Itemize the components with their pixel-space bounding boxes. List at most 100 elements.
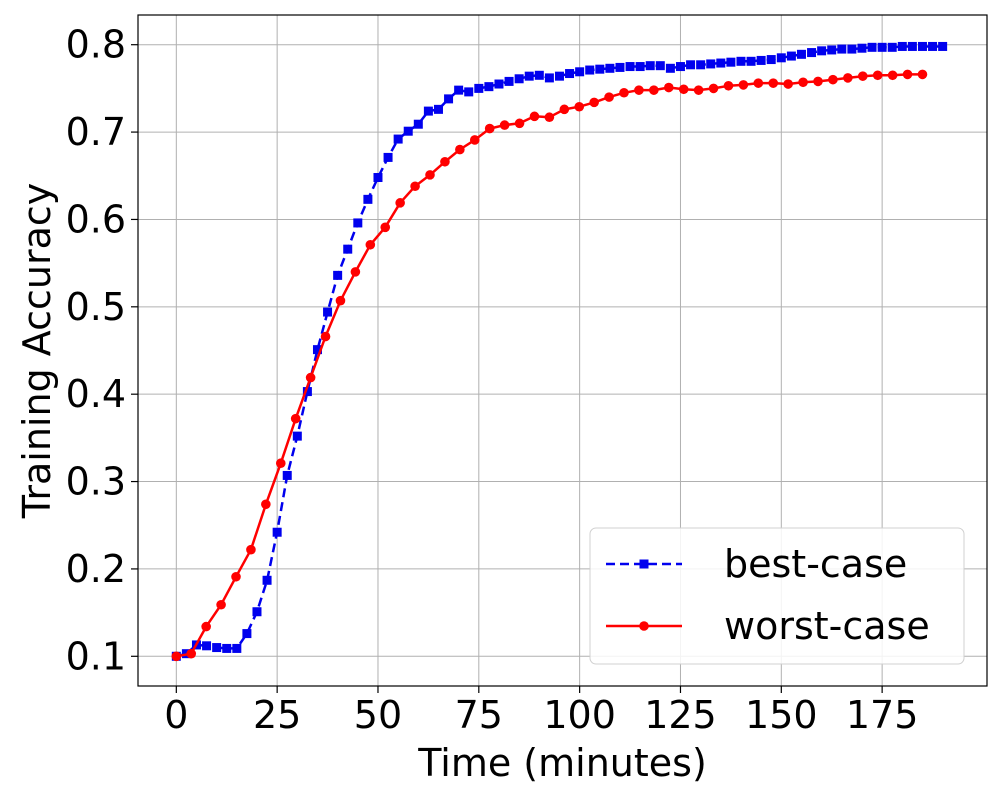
y-tick-label: 0.3 bbox=[66, 460, 126, 504]
worst-case-point bbox=[499, 120, 510, 130]
worst-case-point bbox=[693, 85, 704, 95]
worst-case-point bbox=[589, 97, 599, 108]
worst-case-point bbox=[872, 70, 883, 81]
best-case-point bbox=[857, 43, 867, 53]
worst-case-point bbox=[857, 71, 868, 81]
best-case-point bbox=[837, 44, 847, 54]
y-tick-label: 0.5 bbox=[66, 285, 126, 329]
grid bbox=[138, 15, 987, 686]
worst-case-point bbox=[738, 80, 749, 90]
worst-case-point bbox=[395, 198, 405, 208]
worst-case-point bbox=[365, 239, 376, 250]
x-axis-ticks: 0 25 50 75 100 125 150 175 bbox=[164, 686, 918, 737]
best-case-point bbox=[474, 83, 484, 93]
worst-case-point bbox=[216, 599, 226, 610]
worst-case-point bbox=[783, 79, 793, 89]
best-case-point bbox=[494, 79, 504, 89]
best-case-point bbox=[877, 42, 887, 52]
best-case-point bbox=[615, 62, 625, 72]
best-case-point bbox=[796, 49, 806, 59]
best-case-point bbox=[575, 67, 585, 77]
best-case-point bbox=[534, 70, 544, 80]
best-case-point bbox=[252, 607, 262, 617]
worst-case-point bbox=[604, 92, 614, 102]
y-axis-ticks: 0.1 0.2 0.3 0.4 0.5 0.6 0.7 0.8 bbox=[66, 23, 138, 678]
best-case-point bbox=[363, 194, 373, 204]
best-case-point bbox=[706, 59, 716, 69]
worst-case-point bbox=[559, 104, 570, 115]
best-case-point bbox=[776, 53, 786, 63]
best-case-point bbox=[847, 44, 857, 54]
worst-case-point bbox=[887, 70, 898, 81]
worst-case-point bbox=[440, 156, 450, 167]
best-case-point bbox=[323, 307, 333, 317]
best-case-point bbox=[635, 62, 645, 72]
legend-label: best-case bbox=[724, 542, 907, 586]
worst-case-point bbox=[574, 101, 585, 112]
best-case-point bbox=[655, 61, 665, 71]
worst-case-point bbox=[828, 74, 838, 85]
x-axis-label: Time (minutes) bbox=[417, 741, 707, 785]
worst-case-point bbox=[186, 648, 197, 659]
best-case-point bbox=[222, 643, 232, 653]
best-case-point bbox=[232, 643, 242, 653]
worst-case-point bbox=[813, 76, 823, 87]
y-tick-label: 0.6 bbox=[66, 197, 126, 241]
worst-case-point bbox=[425, 170, 435, 180]
best-case-point bbox=[786, 51, 796, 61]
worst-case-point bbox=[678, 84, 689, 95]
best-case-point bbox=[928, 41, 938, 51]
worst-case-point bbox=[320, 331, 331, 342]
best-case-point bbox=[736, 56, 746, 66]
best-case-point bbox=[464, 87, 474, 97]
x-tick-label: 100 bbox=[543, 693, 616, 737]
y-tick-label: 0.4 bbox=[66, 372, 126, 416]
best-case-point bbox=[202, 641, 212, 651]
worst-case-point bbox=[469, 135, 480, 145]
worst-case-point bbox=[768, 78, 779, 88]
best-case-point bbox=[585, 65, 595, 75]
legend-item-best-case: best-case bbox=[606, 542, 907, 586]
best-case-point bbox=[807, 48, 817, 58]
best-case-point bbox=[373, 173, 383, 183]
best-case-point bbox=[726, 57, 736, 67]
best-case-point bbox=[504, 76, 514, 86]
best-case-point bbox=[665, 63, 675, 73]
best-case-point bbox=[897, 41, 907, 51]
worst-case-point bbox=[634, 85, 644, 95]
best-case-point bbox=[282, 470, 292, 480]
best-case-point bbox=[907, 41, 917, 51]
best-case-point bbox=[887, 42, 897, 52]
best-case-point bbox=[544, 73, 554, 83]
best-case-point bbox=[292, 431, 302, 441]
best-case-point bbox=[827, 45, 837, 55]
worst-case-point bbox=[231, 571, 241, 582]
best-case-point bbox=[675, 62, 685, 72]
best-case-point bbox=[383, 152, 393, 162]
best-case-point bbox=[756, 55, 766, 65]
legend-label: worst-case bbox=[724, 604, 930, 648]
worst-case-point bbox=[380, 222, 391, 233]
best-case-point bbox=[302, 387, 312, 397]
worst-case-point bbox=[275, 458, 286, 469]
worst-case-point bbox=[290, 413, 301, 424]
best-case-point bbox=[353, 218, 363, 228]
y-tick-label: 0.1 bbox=[66, 634, 126, 678]
worst-case-point bbox=[484, 123, 495, 134]
best-case-point bbox=[565, 69, 575, 79]
best-case-point bbox=[333, 270, 343, 280]
x-tick-label: 125 bbox=[644, 693, 717, 737]
worst-case-point bbox=[410, 181, 420, 192]
worst-case-point bbox=[171, 651, 182, 662]
best-case-point bbox=[343, 244, 353, 254]
legend-marker bbox=[639, 559, 649, 569]
worst-case-point bbox=[455, 144, 465, 155]
worst-case-point bbox=[902, 69, 913, 80]
worst-case-point bbox=[350, 267, 361, 277]
best-case-point bbox=[484, 82, 494, 92]
plot-frame bbox=[137, 14, 988, 687]
best-case-point bbox=[454, 85, 464, 95]
best-case-point bbox=[766, 55, 776, 65]
x-tick-label: 0 bbox=[164, 693, 188, 737]
